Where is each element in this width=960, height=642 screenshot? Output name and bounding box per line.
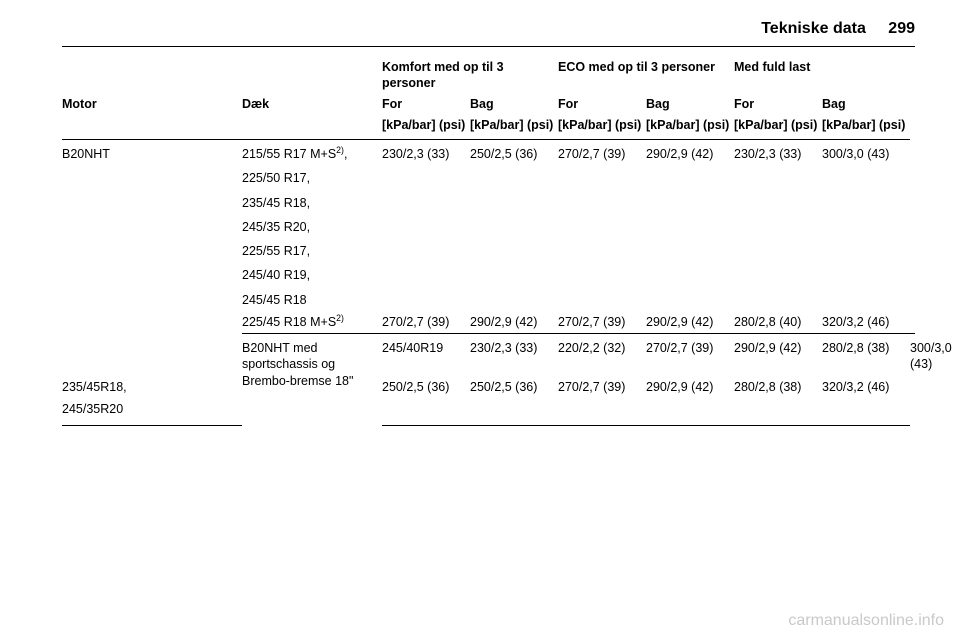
daek-value: 225/55 R17, [242, 243, 378, 267]
value-cell: 290/2,9 (42) [646, 376, 734, 398]
unit-label: [kPa/bar] (psi) [734, 114, 822, 140]
value-cell: 270/2,7 (39) [558, 311, 646, 334]
header-row-cols: Motor Dæk For Bag For Bag For Bag [62, 94, 915, 114]
group-fuld: Med fuld last [734, 56, 910, 94]
group-komfort: Komfort med op til 3 personer [382, 56, 558, 94]
daek-cell: 225/45 R18 M+S2) [242, 311, 382, 334]
col-motor: Motor [62, 94, 242, 114]
value-cell: 290/2,9 (42) [734, 334, 822, 376]
daek-value: 235/45 R18, [242, 195, 378, 219]
page-number: 299 [888, 20, 915, 37]
motor-cell: B20NHT [62, 140, 242, 376]
value-cell: 290/2,9 (42) [646, 140, 734, 311]
daek-value: 245/35 R20, [242, 219, 378, 243]
value-cell: 300/3,0 (43) [822, 140, 910, 311]
value-cell: 280/2,8 (38) [734, 376, 822, 398]
header-row-groups: Komfort med op til 3 personer ECO med op… [62, 56, 915, 94]
value-cell: 270/2,7 (39) [558, 140, 646, 311]
motor-cell: B20NHT med sportschassis og Brembo-brems… [242, 334, 382, 426]
unit-label: [kPa/bar] (psi) [822, 114, 910, 140]
data-table: Komfort med op til 3 personer ECO med op… [62, 56, 915, 426]
value-cell: 230/2,3 (33) [382, 140, 470, 311]
daek-cell: 235/45R18, [62, 376, 242, 398]
col-bag: Bag [822, 94, 910, 114]
page-header: Tekniske data 299 [761, 20, 915, 38]
col-daek: Dæk [242, 94, 382, 114]
watermark: carmanualsonline.info [788, 612, 944, 630]
value-cell: 220/2,2 (32) [558, 334, 646, 376]
table-row: B20NHT 215/55 R17 M+S2), 225/50 R17, 235… [62, 140, 915, 311]
table-row: 235/45R18, 250/2,5 (36) 250/2,5 (36) 270… [62, 376, 915, 398]
unit-label: [kPa/bar] (psi) [646, 114, 734, 140]
value-cell: 270/2,7 (39) [382, 311, 470, 334]
unit-label: [kPa/bar] (psi) [470, 114, 558, 140]
header-rule [62, 46, 915, 47]
value-cell: 280/2,8 (40) [734, 311, 822, 334]
value-cell: 250/2,5 (36) [382, 376, 470, 398]
value-cell: 320/3,2 (46) [822, 376, 910, 398]
col-bag: Bag [646, 94, 734, 114]
daek-cell: 245/35R20 [62, 398, 242, 426]
value-cell: 320/3,2 (46) [822, 311, 910, 334]
header-title: Tekniske data [761, 20, 866, 37]
table-row: 245/35R20 [62, 398, 915, 426]
header-row-units: [kPa/bar] (psi) [kPa/bar] (psi) [kPa/bar… [62, 114, 915, 140]
value-cell: 300/3,0 (43) [910, 334, 915, 376]
col-for: For [382, 94, 470, 114]
daek-value: 245/45 R18 [242, 292, 378, 308]
value-cell: 230/2,3 (33) [734, 140, 822, 311]
daek-value: 245/40 R19, [242, 267, 378, 291]
value-cell: 250/2,5 (36) [470, 140, 558, 311]
value-cell: 290/2,9 (42) [646, 311, 734, 334]
value-cell: 250/2,5 (36) [470, 376, 558, 398]
value-cell: 280/2,8 (38) [822, 334, 910, 376]
value-cell: 270/2,7 (39) [646, 334, 734, 376]
daek-cell: 215/55 R17 M+S2), 225/50 R17, 235/45 R18… [242, 140, 382, 311]
unit-label: [kPa/bar] (psi) [382, 114, 470, 140]
col-bag: Bag [470, 94, 558, 114]
col-for: For [558, 94, 646, 114]
unit-label: [kPa/bar] (psi) [558, 114, 646, 140]
daek-value: 215/55 R17 M+S2), [242, 146, 378, 170]
daek-value: 225/50 R17, [242, 170, 378, 194]
value-cell: 290/2,9 (42) [470, 311, 558, 334]
group-eco: ECO med op til 3 personer [558, 56, 734, 94]
col-for: For [734, 94, 822, 114]
value-cell: 270/2,7 (39) [558, 376, 646, 398]
daek-cell: 245/40R19 [382, 334, 470, 376]
value-cell: 230/2,3 (33) [470, 334, 558, 376]
